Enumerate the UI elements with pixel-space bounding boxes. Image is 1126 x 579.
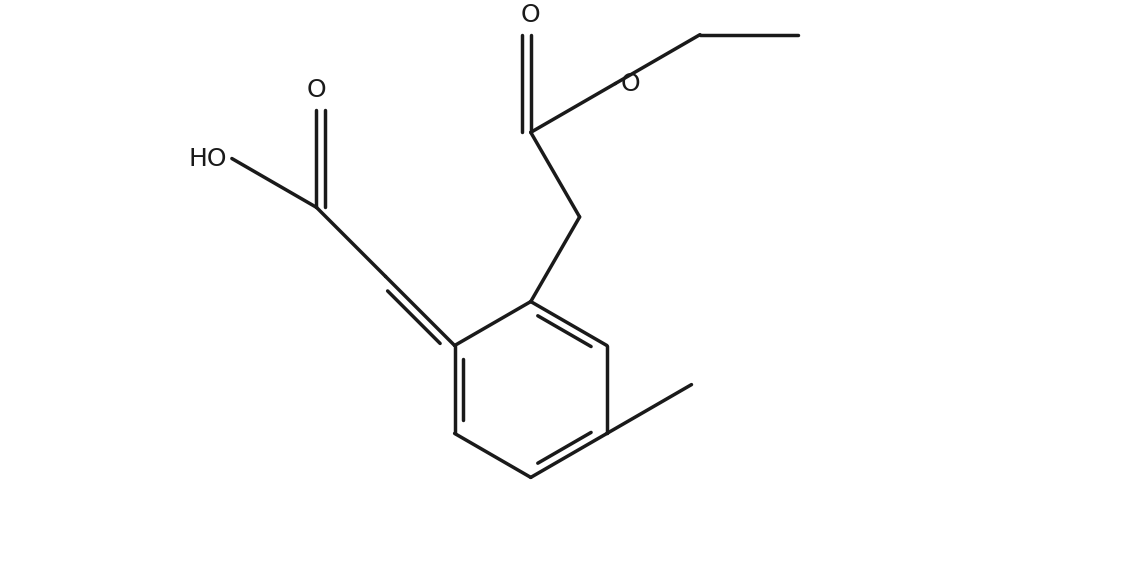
Text: O: O [306, 78, 327, 102]
Text: HO: HO [188, 146, 227, 171]
Text: O: O [620, 72, 640, 96]
Text: O: O [521, 3, 540, 27]
